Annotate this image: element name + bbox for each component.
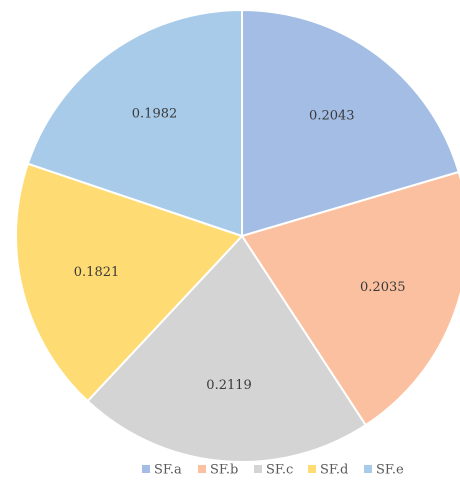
legend-label: SF.a (154, 463, 182, 478)
data-label-sf-e: 0.1982 (132, 107, 178, 122)
pie-slice-sf-a (241, 8, 460, 238)
pie-slice-sf-e (26, 8, 243, 238)
legend-item-sf-d: SF.d (308, 463, 348, 478)
data-label-sf-c: 0.2119 (206, 378, 252, 393)
legend: SF.a SF.b SF.c SF.d SF.e (142, 463, 404, 478)
legend-swatch (254, 465, 262, 473)
pie-data-labels: 0.2043 0.2035 0.2119 0.1821 0.1982 (74, 107, 406, 393)
legend-item-sf-b: SF.b (198, 463, 238, 478)
legend-item-sf-e: SF.e (364, 463, 404, 478)
legend-item-sf-a: SF.a (142, 463, 182, 478)
legend-label: SF.d (320, 463, 348, 478)
data-label-sf-a: 0.2043 (309, 108, 355, 123)
legend-label: SF.e (376, 463, 404, 478)
pie-slice-sf-d (15, 162, 244, 403)
legend-swatch (198, 465, 206, 473)
pie-slices (15, 8, 460, 463)
legend-label: SF.b (210, 463, 238, 478)
legend-swatch (364, 465, 372, 473)
legend-item-sf-c: SF.c (254, 463, 293, 478)
data-label-sf-b: 0.2035 (360, 280, 406, 295)
legend-swatch (308, 465, 316, 473)
legend-swatch (142, 465, 150, 473)
data-label-sf-d: 0.1821 (74, 265, 120, 280)
legend-label: SF.c (266, 463, 293, 478)
pie-slice-sf-c (86, 234, 368, 463)
pie-slice-sf-b (240, 170, 460, 427)
